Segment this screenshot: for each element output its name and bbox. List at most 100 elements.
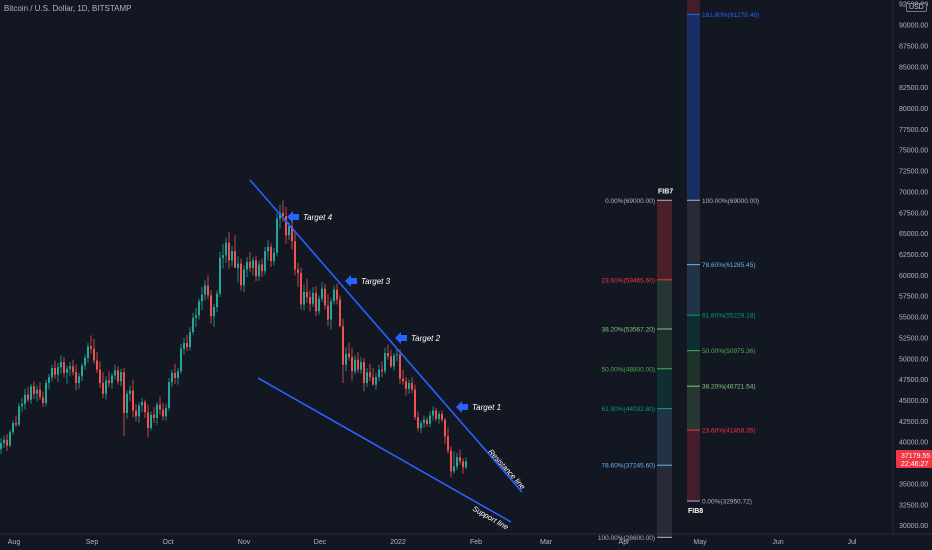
y-tick-label: 40000.00 (899, 440, 928, 447)
time-axis[interactable]: Aug Sep Oct Nov Dec 2022 Feb Mar Apr May Jun Jul (8, 539, 857, 546)
last-price-label: 37179.55 (901, 453, 930, 460)
candle-body (336, 289, 338, 300)
candle-body (258, 264, 260, 277)
support-line[interactable] (257, 377, 512, 523)
fib8-zone (687, 315, 700, 351)
candle-body (141, 402, 143, 406)
candle-body (138, 405, 140, 417)
currency-badge[interactable]: USD (906, 3, 927, 12)
candle-body (75, 372, 77, 383)
candle-body (348, 353, 350, 358)
candle-body (78, 376, 80, 383)
candle-body (189, 332, 191, 348)
candle-body (294, 241, 296, 270)
x-tick-label: Feb (470, 539, 482, 546)
candle-body (291, 226, 293, 242)
y-tick-label: 90000.00 (899, 23, 928, 30)
candle-body (435, 410, 437, 419)
candle-body (117, 370, 119, 382)
candle-body (378, 369, 380, 378)
candle-body (432, 410, 434, 416)
candle-body (198, 301, 200, 316)
candle-body (243, 269, 245, 286)
candlestick-series (0, 200, 467, 478)
candle-body (366, 372, 368, 383)
candle-body (24, 394, 26, 404)
y-tick-label: 87500.00 (899, 43, 928, 50)
target-label: Target 1 (472, 403, 501, 412)
y-tick-label: 70000.00 (899, 189, 928, 196)
candle-body (267, 246, 269, 252)
candle-body (195, 315, 197, 318)
price-tag-box (896, 450, 932, 468)
target-label: Target 2 (411, 334, 441, 343)
candle-body (99, 369, 101, 383)
fib8-zone (687, 200, 700, 265)
fib8-level-label: 100.00%(69000.00) (702, 198, 759, 205)
fib7-zone (657, 279, 672, 330)
candle-body (204, 285, 206, 295)
y-tick-label: 80000.00 (899, 106, 928, 113)
fib8-level-label: 78.60%(61285.45) (702, 262, 756, 269)
y-tick-label: 57500.00 (899, 294, 928, 301)
target-annotations: Target 1 Target 2 Target 3 Target 4 (287, 211, 501, 413)
y-tick-label: 77500.00 (899, 127, 928, 134)
fib7-level-label: 23.60%(59465.60) (602, 277, 656, 284)
x-tick-label: Sep (86, 539, 99, 546)
candle-body (282, 212, 284, 217)
candle-body (300, 272, 302, 305)
fib7-zone (657, 465, 672, 538)
candle-body (135, 410, 137, 417)
y-tick-label: 60000.00 (899, 273, 928, 280)
fib7-level-label: 50.00%(48800.00) (602, 366, 656, 373)
candle-body (330, 301, 332, 320)
candle-body (51, 367, 53, 378)
candle-body (42, 397, 44, 404)
candle-body (132, 390, 134, 411)
candle-body (426, 419, 428, 424)
candle-body (450, 450, 452, 472)
candle-body (228, 242, 230, 261)
candle-body (213, 307, 215, 317)
fib7-level-label: 0.00%(69000.00) (605, 198, 655, 205)
candle-body (33, 386, 35, 394)
candle-body (192, 317, 194, 333)
candle-body (429, 415, 431, 424)
fib7-zone (657, 200, 672, 280)
candle-body (111, 375, 113, 383)
fib8-level-label: 50.00%(50975.36) (702, 348, 756, 355)
candle-body (252, 260, 254, 268)
candle-body (30, 386, 32, 400)
candle-body (0, 443, 2, 449)
candle-body (216, 293, 218, 308)
candle-body (273, 252, 275, 262)
candle-body (159, 404, 161, 410)
x-tick-label: 2022 (390, 539, 406, 546)
candle-body (285, 216, 287, 236)
candle-body (312, 292, 314, 304)
target-arrow-icon (456, 401, 468, 413)
fib8-zone (687, 386, 700, 431)
candle-body (63, 362, 65, 373)
candle-body (351, 357, 353, 372)
y-tick-label: 52500.00 (899, 335, 928, 342)
target-arrow-icon (345, 275, 357, 287)
candle-body (219, 257, 221, 294)
candle-body (168, 382, 170, 409)
candle-body (12, 423, 14, 433)
y-tick-label: 35000.00 (899, 481, 928, 488)
fib8-name: FIB8 (688, 508, 703, 515)
fib7-level-label: 38.20%(53567.20) (602, 327, 656, 334)
candle-body (420, 423, 422, 429)
candle-body (153, 414, 155, 419)
x-tick-label: Jul (848, 539, 857, 546)
candle-body (354, 359, 356, 372)
y-tick-label: 82500.00 (899, 85, 928, 92)
fib7-zone (657, 329, 672, 369)
candle-body (261, 264, 263, 272)
resistance-line[interactable] (249, 179, 523, 493)
candle-body (147, 412, 149, 429)
candle-body (456, 457, 458, 467)
candle-body (459, 457, 461, 462)
